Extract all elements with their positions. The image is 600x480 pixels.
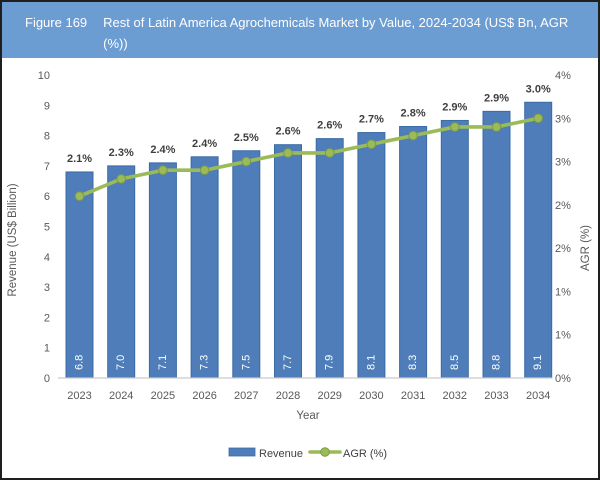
figure-title-bar: Figure 169 Rest of Latin America Agroche… [2,2,598,58]
agr-value-label: 2.8% [401,108,426,120]
agr-value-label: 2.7% [359,114,384,126]
bar-value-label: 8.8 [491,355,503,370]
x-axis-label: 2026 [192,390,216,402]
agr-value-label: 2.4% [150,144,175,156]
agr-value-label: 3.0% [526,83,551,95]
left-axis-tick: 7 [44,161,50,173]
agr-value-label: 2.5% [234,132,259,144]
bar-value-label: 7.3 [199,355,211,370]
revenue-bar [315,138,344,379]
agr-value-label: 2.9% [484,92,509,104]
revenue-bar [482,110,511,379]
bar-value-label: 9.1 [532,355,544,370]
agr-marker [450,122,460,132]
agr-value-label: 2.6% [275,126,300,138]
left-axis-tick: 8 [44,131,50,143]
right-axis-tick: 0% [555,373,571,385]
agr-marker [74,191,85,201]
left-axis-tick: 2 [44,312,50,324]
right-axis-tick: 2% [555,200,571,212]
left-axis-tick: 9 [44,100,50,112]
left-axis-tick: 5 [44,222,50,234]
right-axis-tick: 3% [555,113,571,125]
figure-title: Rest of Latin America Agrochemicals Mark… [103,12,568,54]
left-axis-tick: 1 [44,343,50,355]
agr-marker [533,113,544,124]
right-axis-tick: 1% [555,286,571,298]
left-axis-tick: 4 [44,252,50,264]
agr-marker [366,139,377,150]
bar-value-label: 8.3 [407,355,419,370]
agr-marker [283,148,293,158]
right-axis-title: AGR (%) [580,225,592,271]
left-axis-tick: 6 [44,191,50,203]
revenue-bar [524,101,553,379]
agr-marker [199,165,210,176]
agr-marker [116,174,126,184]
revenue-bar [232,150,261,379]
agr-value-label: 2.4% [192,138,217,150]
revenue-bar [357,132,386,379]
x-axis-label: 2025 [151,390,175,402]
bar-value-label: 8.5 [449,355,461,370]
agr-marker [241,156,252,167]
revenue-bar [440,119,469,379]
x-axis-label: 2033 [484,390,508,402]
x-axis-label: 2023 [67,390,91,402]
agr-value-label: 2.6% [317,120,342,132]
figure-title-line2: (%)) [103,36,128,51]
x-axis-label: 2032 [443,390,467,402]
x-axis-label: 2031 [401,390,425,402]
x-axis-label: 2029 [317,390,341,402]
revenue-bar [190,156,219,379]
revenue-bar [399,126,428,379]
bar-value-label: 8.1 [365,355,377,370]
x-axis-label: 2027 [234,390,258,402]
x-axis-title: Year [296,410,319,422]
legend-revenue-label: Revenue [259,448,303,460]
agr-value-label: 2.3% [109,147,134,159]
legend-agr-marker [320,447,330,457]
left-axis-tick: 10 [38,70,50,82]
legend-revenue-swatch [228,447,256,457]
x-axis-label: 2024 [109,390,133,402]
left-axis-tick: 0 [44,373,50,385]
figure-title-line1: Rest of Latin America Agrochemicals Mark… [103,15,569,30]
revenue-bar [107,165,136,379]
agr-marker [408,130,418,141]
agr-value-label: 2.9% [442,101,467,113]
right-axis-tick: 3% [555,157,571,169]
x-axis-label: 2030 [359,390,383,402]
left-axis-tick: 3 [44,282,50,294]
x-axis-label: 2034 [526,390,550,402]
bar-value-label: 6.8 [74,355,86,370]
right-axis-tick: 1% [555,330,571,342]
right-axis-tick: 2% [555,243,571,255]
left-axis-title: Revenue (US$ Billion) [7,183,19,296]
agr-value-label: 2.1% [67,153,92,165]
legend-agr-label: AGR (%) [343,448,387,460]
revenue-bar [148,162,177,379]
bar-value-label: 7.9 [324,355,336,370]
revenue-bar [274,144,302,379]
right-axis-tick: 4% [555,70,571,82]
bar-value-label: 7.7 [282,355,294,370]
bar-value-label: 7.0 [115,355,127,370]
agr-marker [158,165,168,176]
agr-marker [491,122,502,132]
bar-value-label: 7.1 [157,355,169,370]
figure-number: Figure 169 [25,15,88,30]
chart-area: 0 1 2 3 4 5 6 7 8 9 10 0% 1% 1% 2% 2% 3% 3% 4% 6.8 2.1% 2023 7… [2,58,598,478]
agr-line [77,116,541,198]
revenue-bar [65,171,94,379]
chart-svg: 0 1 2 3 4 5 6 7 8 9 10 0% 1% 1% 2% 2% 3% 3% 4% 6.8 2.1% 2023 7… [7,70,592,460]
agr-marker [324,148,335,158]
x-axis-label: 2028 [276,390,300,402]
bar-value-label: 7.5 [240,355,252,370]
